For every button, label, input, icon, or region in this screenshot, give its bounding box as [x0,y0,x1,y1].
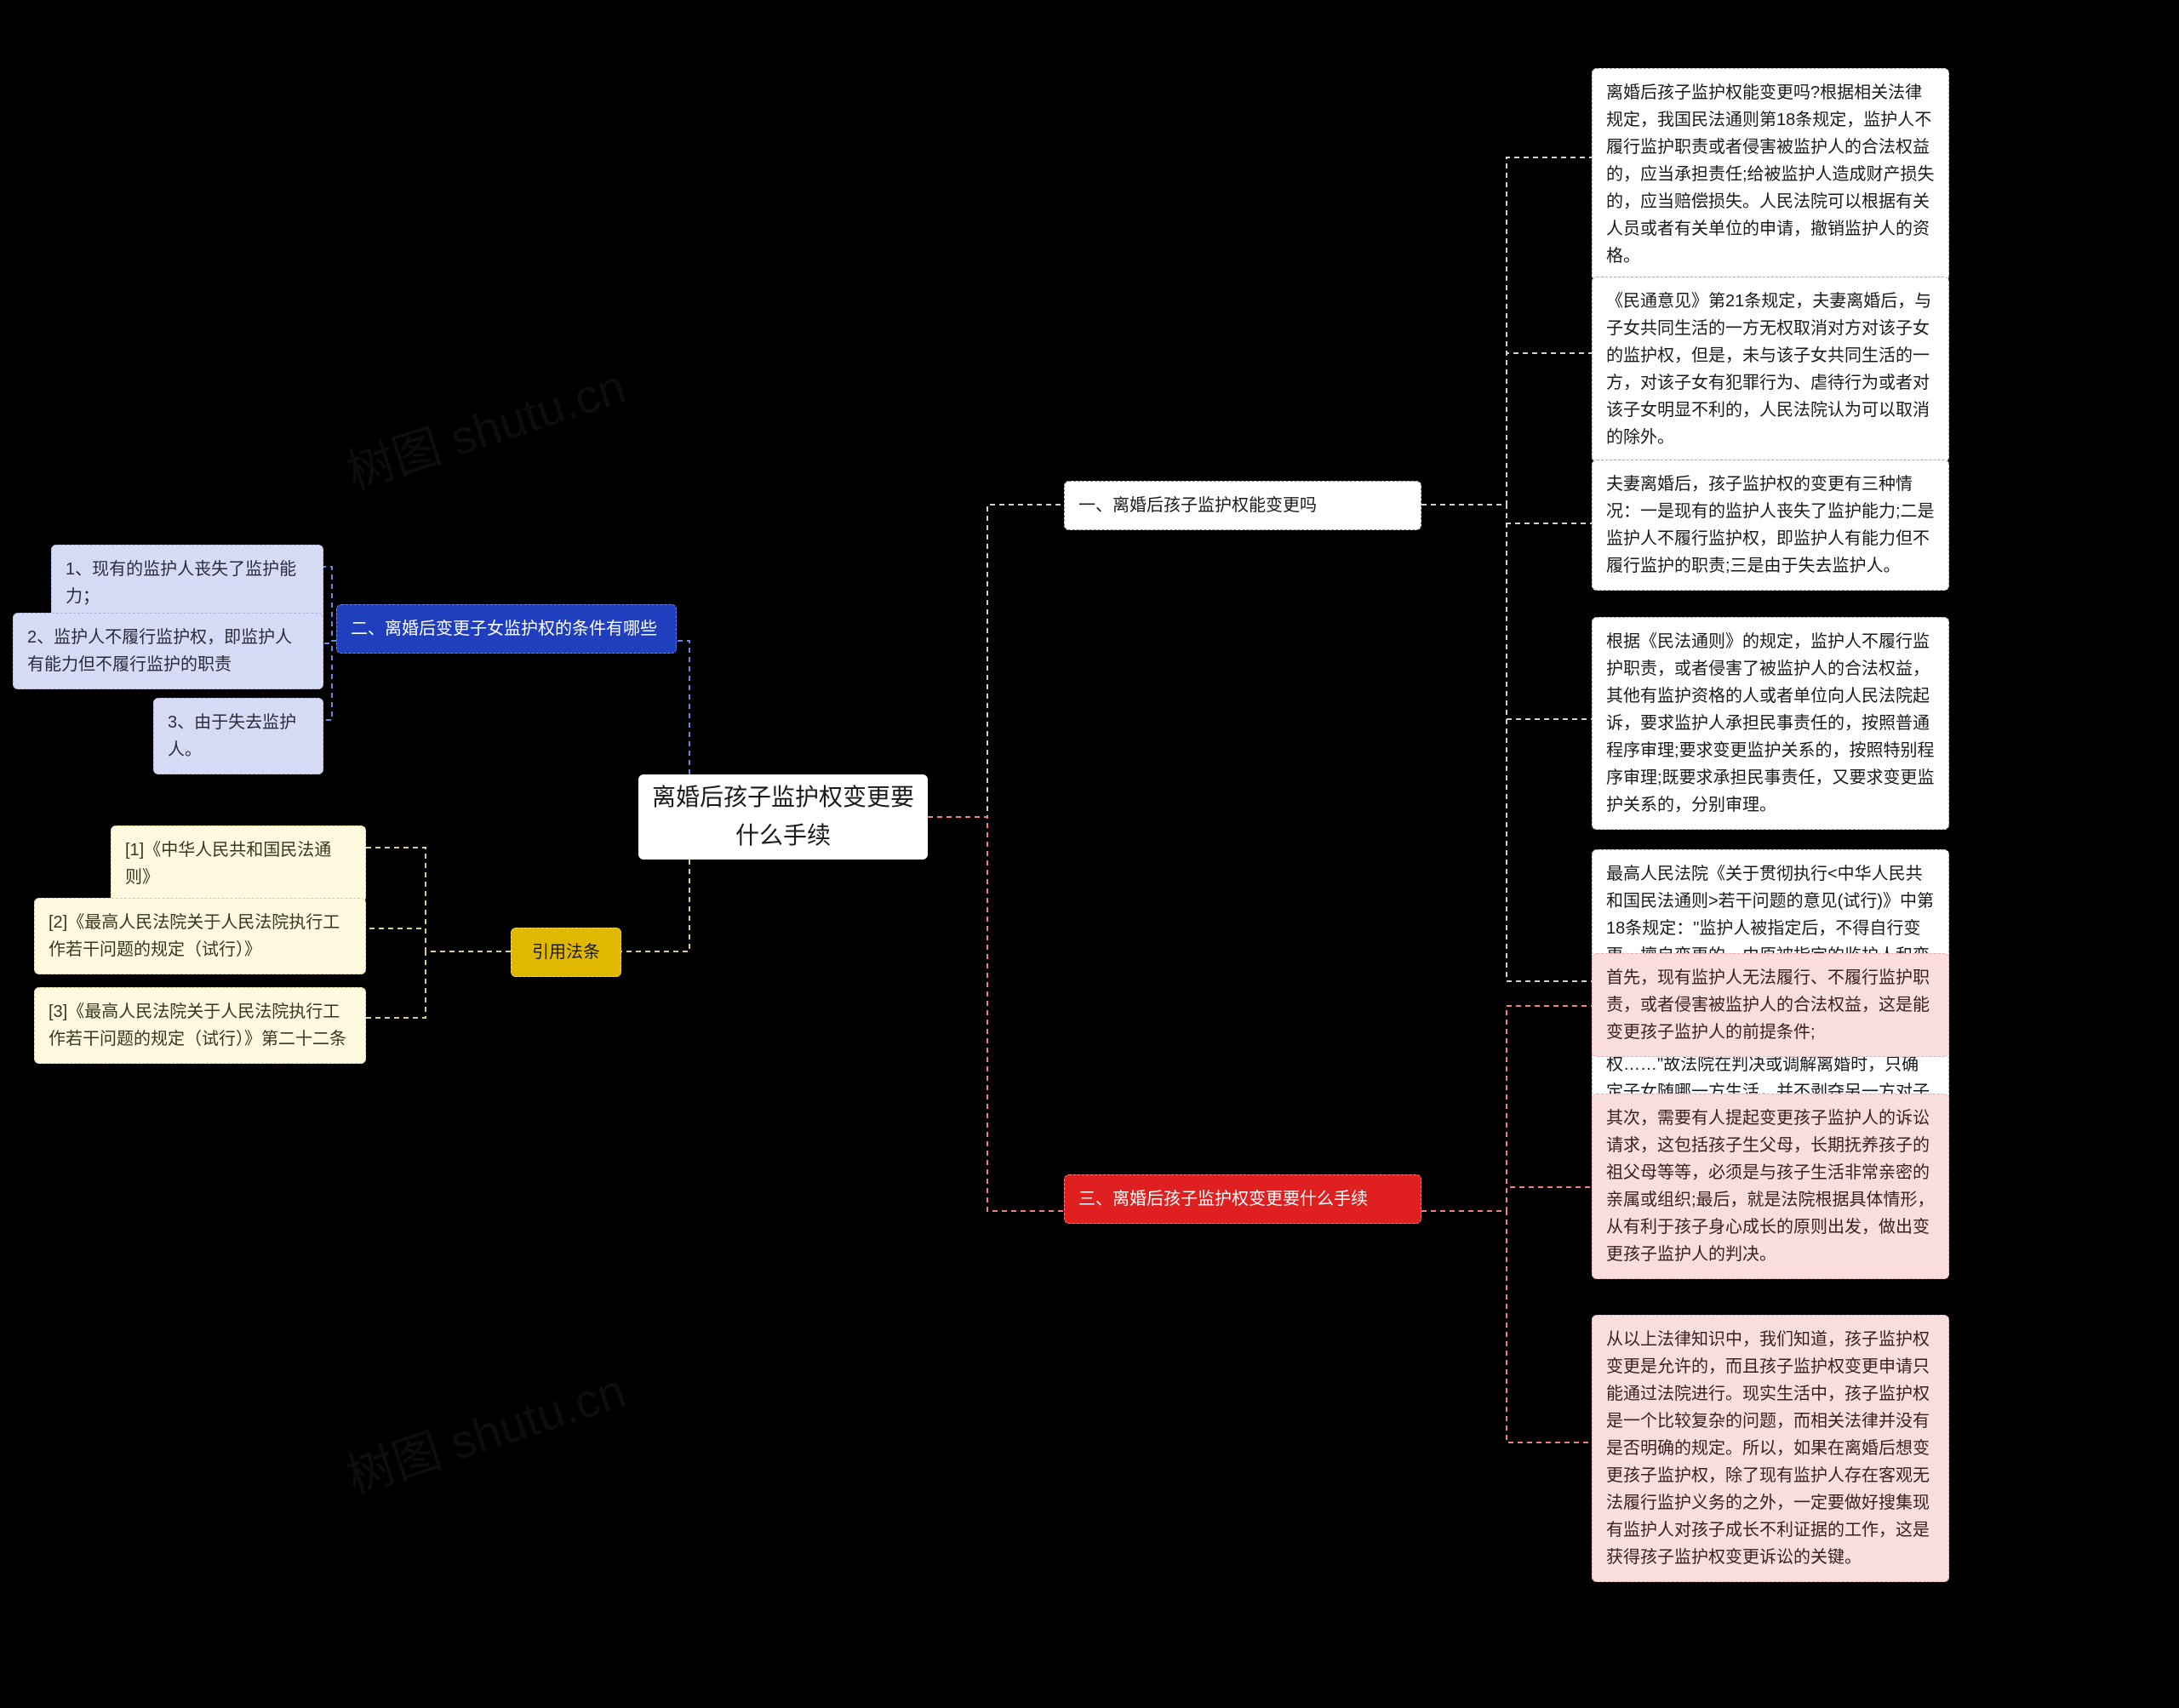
leaf-b4-2[interactable]: [2]《最高人民法院关于人民法院执行工作若干问题的规定（试行）》 [34,898,366,974]
root-node[interactable]: 离婚后孩子监护权变更要什么手续 [638,774,928,860]
leaf-b2-1[interactable]: 1、现有的监护人丧失了监护能力； [51,545,323,621]
watermark: 树图 shutu.cn [337,349,633,504]
leaf-b1-4[interactable]: 根据《民法通则》的规定，监护人不履行监护职责，或者侵害了被监护人的合法权益，其他… [1592,617,1949,830]
leaf-b1-2[interactable]: 《民通意见》第21条规定，夫妻离婚后，与子女共同生活的一方无权取消对方对该子女的… [1592,277,1949,462]
leaf-b2-2[interactable]: 2、监护人不履行监护权，即监护人有能力但不履行监护的职责 [13,613,323,689]
leaf-b3-2[interactable]: 其次，需要有人提起变更孩子监护人的诉讼请求，这包括孩子生父母，长期抚养孩子的祖父… [1592,1094,1949,1279]
watermark: 树图 shutu.cn [337,1353,633,1508]
leaf-b2-3[interactable]: 3、由于失去监护人。 [153,698,323,774]
branch-2[interactable]: 二、离婚后变更子女监护权的条件有哪些 [336,604,677,654]
mindmap-canvas: 树图 shutu.cn 树图 shutu.cn 树图 shutu.cn 树图 s… [0,0,2179,1708]
leaf-b1-3[interactable]: 夫妻离婚后，孩子监护权的变更有三种情况：一是现有的监护人丧失了监护能力;二是监护… [1592,460,1949,591]
branch-4[interactable]: 引用法条 [511,928,621,977]
leaf-b4-1[interactable]: [1]《中华人民共和国民法通则》 [111,825,366,902]
branch-1[interactable]: 一、离婚后孩子监护权能变更吗 [1064,481,1421,530]
leaf-b1-1[interactable]: 离婚后孩子监护权能变更吗?根据相关法律规定，我国民法通则第18条规定，监护人不履… [1592,68,1949,281]
leaf-b3-1[interactable]: 首先，现有监护人无法履行、不履行监护职责，或者侵害被监护人的合法权益，这是能变更… [1592,953,1949,1057]
branch-3[interactable]: 三、离婚后孩子监护权变更要什么手续 [1064,1174,1421,1224]
leaf-b4-3[interactable]: [3]《最高人民法院关于人民法院执行工作若干问题的规定（试行）》第二十二条 [34,987,366,1064]
leaf-b3-3[interactable]: 从以上法律知识中，我们知道，孩子监护权变更是允许的，而且孩子监护权变更申请只能通… [1592,1315,1949,1582]
